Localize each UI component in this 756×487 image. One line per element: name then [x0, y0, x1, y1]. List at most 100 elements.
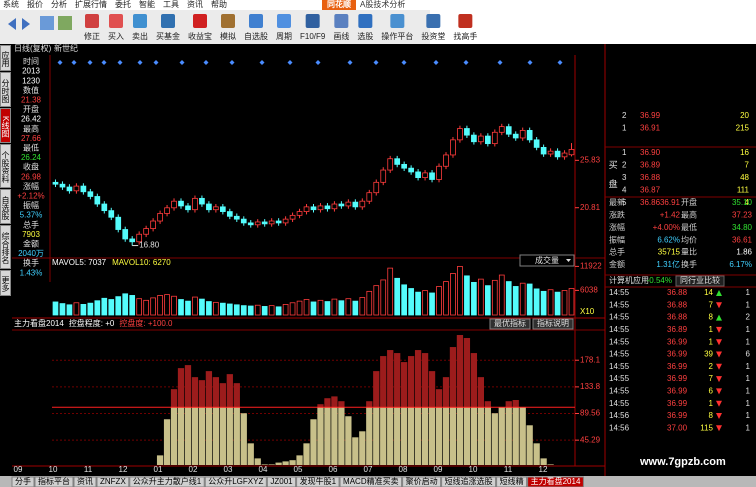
bottom-tab-label[interactable]: JZ001 [270, 477, 293, 486]
bottom-tab-label[interactable]: MACD精准买卖 [343, 476, 399, 486]
volume-bar [220, 302, 226, 316]
indicator-button-label[interactable]: 指标说明 [537, 318, 569, 328]
bottom-tab[interactable] [73, 476, 97, 487]
toolbar-icon[interactable] [277, 14, 291, 28]
bottom-tab[interactable] [129, 476, 205, 487]
nav-arrows[interactable] [8, 18, 30, 30]
toolbar-label[interactable]: 周期 [276, 32, 292, 41]
indicator-bar [428, 407, 436, 465]
menu-item[interactable]: 分析 [51, 0, 67, 9]
toolbar-label[interactable]: 买基金 [156, 31, 180, 41]
indicator-bar-high [212, 377, 220, 408]
indicator-button[interactable] [489, 318, 531, 330]
bottom-tab[interactable] [496, 476, 528, 487]
side-tab[interactable]: K线图 [0, 108, 11, 143]
trade-count: 2 [746, 313, 751, 322]
bottom-tab[interactable] [296, 476, 340, 487]
info-value: 7903 [22, 230, 40, 239]
bottom-tab[interactable] [402, 476, 442, 487]
toolbar-icon[interactable] [193, 14, 207, 28]
trade-price: 36.99 [667, 387, 688, 396]
toolbar-label[interactable]: F10/F9 [300, 32, 326, 41]
bottom-tab-label[interactable]: 发现牛股1 [300, 476, 337, 486]
toolbar-icon[interactable] [133, 14, 147, 28]
bottom-tab-label[interactable]: 分手 [15, 476, 31, 486]
menu-item[interactable]: 智能 [139, 0, 155, 9]
side-tab[interactable]: 自选股 [0, 189, 11, 224]
bottom-tab-label[interactable]: 资讯 [77, 476, 93, 486]
toolbar-label[interactable]: 买入 [108, 32, 124, 41]
toolbar-icon[interactable] [426, 14, 441, 28]
toolbar-label[interactable]: 修正 [84, 31, 100, 41]
toolbar-label[interactable]: 选股 [357, 31, 373, 41]
toolbar-icon[interactable] [161, 14, 175, 28]
toolbar-label[interactable]: 自选股 [244, 31, 268, 41]
bottom-tab[interactable] [527, 476, 584, 487]
toolbar-label[interactable]: 收益宝 [188, 31, 212, 41]
indicator-bar [505, 407, 512, 465]
bottom-tab-label[interactable]: 主力看盘2014 [531, 476, 581, 486]
bottom-tab-label[interactable]: 公众升主力散户线1 [133, 476, 202, 486]
toolbar-label[interactable]: 卖出 [132, 31, 148, 41]
compare[interactable]: 同行业比较 [680, 275, 720, 285]
indicator-button-label[interactable]: 最优指标 [494, 318, 526, 328]
side-tab[interactable]: 综合排名 [0, 225, 11, 269]
toolbar-icon[interactable] [249, 14, 263, 28]
trade-price: 37.00 [667, 423, 688, 432]
toolbar-icon[interactable] [109, 14, 123, 28]
candle-body [429, 172, 435, 180]
bottom-tab[interactable] [204, 476, 267, 487]
toolbar-icon[interactable] [358, 14, 373, 28]
toolbar-icon[interactable] [221, 14, 235, 28]
nav-icon[interactable] [58, 16, 72, 30]
bottom-tab[interactable] [339, 476, 403, 487]
info-label: 开盘 [23, 104, 39, 114]
bottom-tab-label[interactable]: 短线精 [500, 476, 524, 486]
menu-item[interactable]: 报价 [27, 0, 43, 9]
indicator-bar [247, 443, 254, 465]
volume-bar [247, 305, 254, 316]
bottom-tab-label[interactable]: ZNFZX [100, 477, 126, 486]
side-tab[interactable]: 个股资料 [0, 144, 11, 188]
bottom-tab-label[interactable]: 公众升LGFXYZ [208, 477, 263, 486]
bottom-tab[interactable] [96, 476, 130, 487]
bottom-tab-label[interactable]: 指标平台 [38, 476, 70, 486]
indicator-bar [401, 407, 408, 465]
selector[interactable]: 成交量 [535, 255, 559, 265]
bottom-tab[interactable] [441, 476, 497, 487]
side-tab[interactable]: 应用 [0, 45, 11, 71]
toolbar-label[interactable]: 找高手 [453, 31, 477, 41]
toolbar-icon[interactable] [305, 14, 320, 28]
toolbar-icon[interactable] [390, 14, 405, 28]
selector-box[interactable] [519, 254, 575, 267]
menu-item[interactable]: 工具 [163, 0, 179, 9]
bottom-tab-label[interactable]: 短线追涨选股 [445, 476, 493, 486]
toolbar-icon[interactable] [458, 14, 473, 28]
toolbar-icon[interactable] [85, 14, 99, 28]
bottom-tab[interactable] [266, 476, 297, 487]
side-tab[interactable]: 更多 [0, 270, 11, 296]
trade-count: 1 [746, 300, 751, 309]
menu-item[interactable]: 资讯 [187, 0, 203, 9]
menu-item[interactable]: 系统 [3, 0, 19, 9]
bottom-tab[interactable] [34, 476, 74, 487]
toolbar-label[interactable]: 模拟 [220, 31, 236, 41]
compare-button[interactable] [675, 275, 725, 287]
nav-icon[interactable] [40, 16, 54, 30]
volume-bar [199, 298, 205, 316]
event-marker [71, 60, 77, 65]
side-tab[interactable]: 分时图 [0, 72, 11, 107]
toolbar-label[interactable]: 操作平台 [381, 31, 413, 41]
trade-volume: 39 [704, 350, 713, 359]
toolbar-icon[interactable] [334, 14, 349, 28]
bottom-tab-label[interactable]: 聚价启动 [406, 476, 438, 486]
book-volume: 16 [740, 148, 749, 157]
candle-body [484, 135, 491, 145]
menu-item[interactable]: 帮助 [211, 0, 227, 9]
indicator-button[interactable] [532, 318, 574, 330]
toolbar-label[interactable]: 画线 [333, 31, 349, 41]
toolbar-label[interactable]: 投资堂 [421, 31, 445, 41]
bottom-tab[interactable] [11, 476, 35, 487]
menu-item[interactable]: 扩展行情 [75, 0, 107, 9]
menu-item[interactable]: 委托 [115, 0, 131, 9]
